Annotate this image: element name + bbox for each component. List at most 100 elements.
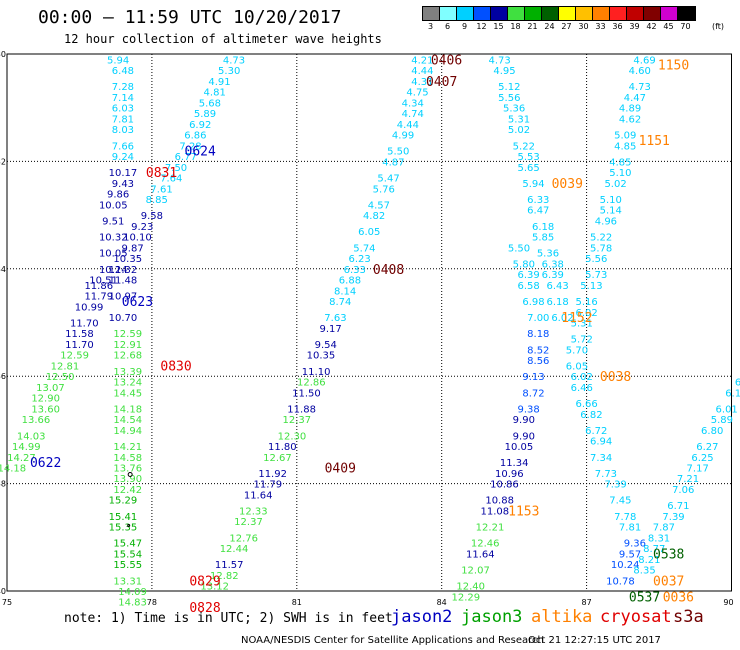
wave-height-value: 5.89 — [711, 415, 733, 426]
wave-height-value: 12.21 — [476, 523, 505, 534]
wave-height-value: 15.47 — [113, 539, 142, 550]
wave-height-value: 8.85 — [146, 195, 168, 206]
wave-height-value: 7.28 — [179, 141, 201, 152]
wave-height-value: 6.23 — [348, 254, 370, 265]
wave-height-value: 6.86 — [184, 131, 206, 142]
wave-height-value: 9.90 — [513, 415, 535, 426]
wave-height-value: 15.29 — [109, 496, 138, 507]
wave-height-value: 10.88 — [485, 496, 514, 507]
scale-swatch — [474, 7, 491, 20]
wave-height-value: 11.58 — [65, 329, 94, 340]
wave-height-value: 12.59 — [60, 351, 89, 362]
wave-height-value: 4.34 — [402, 98, 424, 109]
wave-height-value: 6.18 — [546, 297, 568, 308]
wave-height-value: 6.43 — [546, 281, 568, 292]
wave-height-value: 13.24 — [113, 378, 142, 389]
wave-height-value: 5.22 — [590, 233, 612, 244]
pass-time-label: 0624 — [185, 145, 216, 160]
wave-height-value: 7.39 — [662, 512, 684, 523]
pass-time-label: 0408 — [373, 263, 404, 278]
wave-height-value: 4.74 — [402, 109, 424, 120]
wave-height-value: 4.62 — [619, 114, 641, 125]
wave-height-value: 13.07 — [36, 383, 65, 394]
pass-time-label: 0830 — [160, 359, 191, 374]
scale-label: 24 — [544, 22, 555, 31]
wave-height-value: 11.34 — [500, 458, 529, 469]
wave-height-value: 14.18 — [113, 404, 142, 415]
pass-time-label: 1151 — [639, 134, 670, 149]
wave-height-value: 5.30 — [218, 66, 240, 77]
island-marker — [127, 523, 131, 527]
lon-tick-label: 90 — [723, 598, 733, 607]
wave-height-value: 6.71 — [667, 501, 689, 512]
wave-height-value: 11.79 — [84, 292, 113, 303]
pass-time-label: 0038 — [600, 370, 631, 385]
wave-height-value: 9.51 — [102, 216, 124, 227]
wave-height-value: 12.37 — [282, 415, 311, 426]
scale-swatch — [491, 7, 508, 20]
wave-height-value: 12.91 — [113, 340, 142, 351]
wave-height-value: 5.56 — [498, 93, 520, 104]
legend-cryosat: cryosat — [600, 607, 672, 627]
wave-height-value: 10.10 — [123, 233, 152, 244]
wave-height-value: 9.17 — [319, 324, 341, 335]
wave-height-value: 11.92 — [258, 469, 287, 480]
wave-height-value: 4.73 — [223, 55, 245, 66]
lon-tick-label: 81 — [292, 598, 302, 607]
wave-height-value: 10.97 — [109, 292, 138, 303]
wave-height-value: 11.50 — [292, 388, 321, 399]
wave-height-value: 8.18 — [527, 329, 549, 340]
wave-height-value: 7.78 — [614, 512, 636, 523]
color-scale-bar — [422, 6, 696, 21]
wave-height-value: 8.74 — [329, 297, 351, 308]
lon-tick-label: 75 — [2, 598, 12, 607]
lon-tick-label: 84 — [437, 598, 447, 607]
scale-label: 9 — [461, 22, 468, 31]
wave-height-value: 12.07 — [461, 566, 490, 577]
scale-label: 45 — [663, 22, 674, 31]
wave-height-value: 10.51 — [89, 276, 118, 287]
wave-height-value: 6.33 — [344, 265, 366, 276]
pass-time-label: 0622 — [30, 456, 61, 471]
scale-label: 3 — [427, 22, 434, 31]
wave-height-value: 8.72 — [522, 388, 544, 399]
wave-height-value: 4.85 — [614, 141, 636, 152]
wave-height-value: 6.66 — [575, 399, 597, 410]
scale-label: 27 — [561, 22, 572, 31]
wave-height-value: 6.01 — [716, 404, 738, 415]
wave-height-value: 14.09 — [118, 587, 147, 598]
wave-height-value: 10.17 — [109, 168, 138, 179]
wave-height-value: 4.21 — [411, 55, 433, 66]
scale-label: 18 — [510, 22, 521, 31]
wave-height-value: 14.83 — [118, 598, 147, 609]
wave-height-value: 7.17 — [687, 463, 709, 474]
wave-height-value: 8.03 — [112, 125, 134, 136]
wave-height-value: 6.18 — [532, 222, 554, 233]
pass-time-label: 1152 — [561, 311, 592, 326]
wave-height-value: 7.50 — [165, 163, 187, 174]
color-scale-labels: 3 6 9 12 15 18 21 24 27 30 33 36 39 42 45 70 — [422, 22, 694, 31]
page-title: 00:00 – 11:59 UTC 10/20/2017 — [38, 7, 342, 28]
pass-time-label: 1150 — [658, 59, 689, 74]
scale-swatch — [508, 7, 525, 20]
wave-height-value: 4.81 — [204, 88, 226, 99]
scale-swatch — [576, 7, 593, 20]
wave-height-value: 5.12 — [498, 82, 520, 93]
wave-height-value: 7.63 — [324, 313, 346, 324]
wave-height-value: 7.66 — [112, 141, 134, 152]
wave-height-value: 12.82 — [210, 571, 239, 582]
scale-unit: (ft) — [712, 22, 725, 31]
wave-height-value: 5.72 — [571, 335, 593, 346]
scale-label: 70 — [680, 22, 691, 31]
pass-time-label: 0039 — [552, 177, 583, 192]
altimeter-tracks: 5.946.487.287.146.037.818.037.669.2410.1… — [0, 55, 740, 608]
wave-height-value: 5.70 — [566, 345, 588, 356]
generated-timestamp: Oct 21 12:27:15 UTC 2017 — [528, 635, 661, 646]
wave-height-value: 6.46 — [571, 383, 593, 394]
lat-tick-label: -38 — [0, 480, 6, 489]
wave-height-value: 8.21 — [638, 555, 660, 566]
wave-height-value: 13.12 — [200, 582, 229, 593]
wave-height-value: 4.31 — [411, 77, 433, 88]
wave-height-value: 9.86 — [107, 190, 129, 201]
pass-time-label: 0407 — [426, 75, 457, 90]
